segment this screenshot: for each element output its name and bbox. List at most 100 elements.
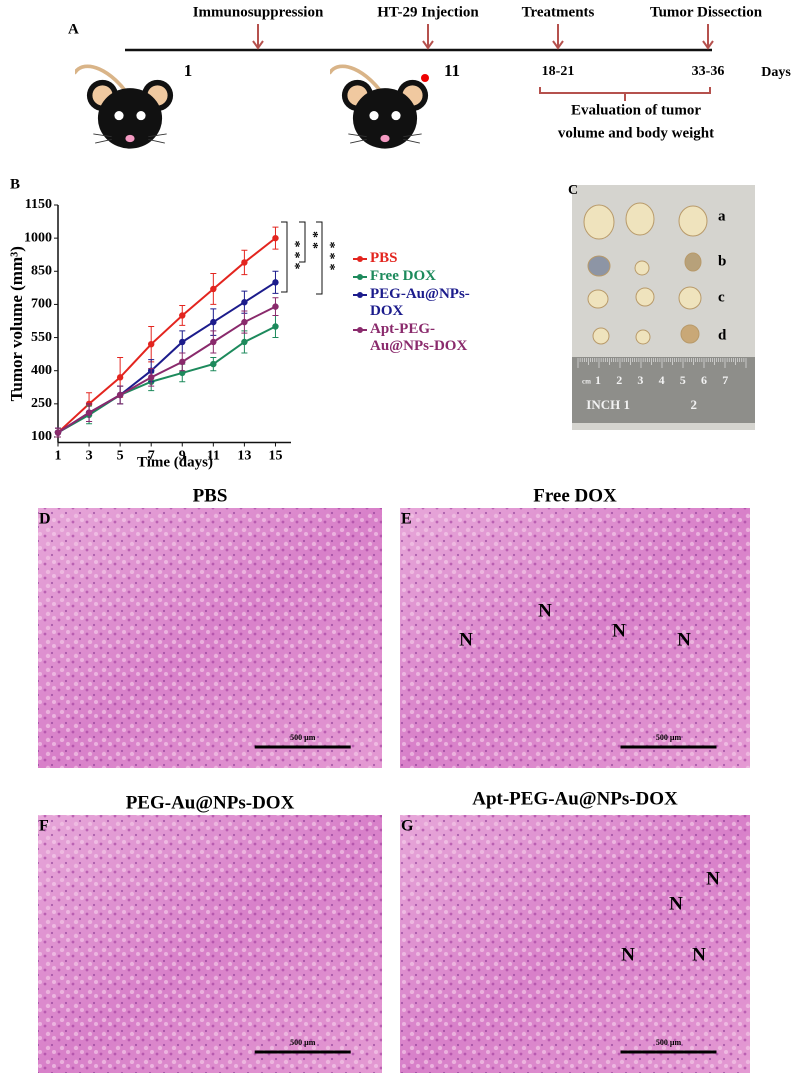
significance-label: *** (287, 241, 302, 274)
data-point (210, 360, 217, 368)
legend-entry: PBS (352, 250, 498, 267)
panel-letter: C (568, 183, 578, 198)
y-tick-label: 850 (31, 263, 52, 278)
scale-bar-label: 500 µm (656, 1038, 682, 1047)
ruler-unit: cm (582, 378, 591, 386)
panel-title: PBS (193, 485, 228, 506)
ruler-number: 4 (659, 373, 665, 387)
necrosis-label: N (669, 893, 683, 914)
data-point (85, 409, 93, 416)
legend-label: Free DOX (370, 268, 436, 284)
days-label: Days (761, 65, 791, 80)
legend-marker (353, 327, 367, 333)
day-label: 11 (444, 61, 460, 80)
legend: PBS Free DOX PEG-Au@NPs-DOX Apt-PEG-Au@NPs-… (352, 250, 498, 356)
row-label: d (718, 327, 727, 343)
data-point (116, 374, 124, 381)
data-point (272, 303, 279, 310)
panel-letter: F (39, 818, 49, 835)
series-line (57, 305, 276, 434)
data-point (148, 340, 155, 348)
evaluation-text: Evaluation of tumor (571, 102, 701, 118)
data-point (148, 374, 155, 381)
legend-entry: Apt-PEG-Au@NPs-DOX (352, 321, 498, 355)
significance-bracket (316, 221, 323, 295)
ruler-number: 1 (595, 373, 601, 387)
series-line (57, 325, 276, 434)
mouse-icon (330, 64, 431, 151)
legend-label: PEG-Au@NPs-DOX (370, 286, 470, 319)
evaluation-text: volume and body weight (558, 125, 714, 141)
scale-bar-label: 500 µm (290, 1038, 316, 1047)
data-point (241, 259, 248, 266)
y-tick-label: 1150 (25, 197, 52, 212)
x-tick-label: 7 (148, 449, 155, 464)
y-axis-label: Tumor volume (mm³) (7, 246, 26, 401)
panel-letter: B (10, 176, 20, 192)
necrosis-label: N (706, 868, 720, 889)
micrograph-texture (400, 508, 750, 768)
x-tick-label: 1 (55, 449, 62, 464)
y-tick-label: 400 (31, 363, 52, 378)
day-label: 33-36 (692, 64, 725, 79)
data-point (210, 285, 217, 293)
series-line (57, 237, 277, 434)
mouse-icon (75, 64, 176, 151)
y-tick-label: 700 (31, 297, 52, 312)
data-point (272, 234, 279, 242)
data-point (210, 318, 217, 326)
panel-letter: D (39, 511, 51, 528)
micrograph-texture (38, 508, 382, 768)
significance-label: ** (305, 231, 320, 253)
event-label: Immunosuppression (193, 4, 324, 20)
ruler-number: 2 (616, 373, 622, 387)
event-arrow (702, 24, 714, 50)
tumors (583, 202, 708, 345)
x-axis-label: Time (days) (137, 454, 213, 470)
x-tick-label: 11 (207, 449, 220, 464)
data-point (179, 312, 186, 319)
legend-label: PBS (370, 250, 398, 266)
panel-a: A (68, 21, 712, 151)
micrograph-texture (400, 815, 750, 1073)
ruler-number: 6 (701, 373, 707, 387)
panel-letter: A (68, 21, 79, 37)
scale-bar-label: 500 µm (290, 733, 316, 742)
necrosis-label: N (538, 600, 552, 621)
x-tick-label: 9 (179, 449, 186, 464)
legend-marker (353, 274, 367, 280)
y-tick-label: 100 (31, 429, 52, 444)
event-label: Tumor Dissection (650, 4, 763, 20)
row-label: b (718, 253, 726, 269)
ruler-inch: 2 (691, 397, 698, 412)
x-tick-label: 3 (86, 449, 93, 464)
data-point (241, 338, 248, 346)
day-label: 18-21 (542, 64, 575, 79)
data-point (241, 299, 248, 306)
significance-bracket (281, 221, 288, 293)
data-point (179, 358, 186, 366)
y-tick-label: 1000 (24, 230, 52, 245)
ruler (572, 357, 755, 423)
panel-title: PEG-Au@NPs-DOX (126, 792, 295, 813)
legend-entry: PEG-Au@NPs-DOX (352, 286, 498, 320)
necrosis-label: N (677, 629, 691, 650)
event-label: Treatments (522, 4, 595, 20)
scale-bar-label: 500 µm (656, 733, 682, 742)
data-point (210, 338, 217, 346)
y-tick-label: 550 (31, 330, 52, 345)
data-point (116, 391, 124, 399)
legend-marker (353, 292, 367, 298)
legend-marker (353, 256, 367, 262)
panel-c (572, 185, 755, 430)
panel-letter: E (401, 511, 412, 528)
data-point (179, 338, 186, 346)
data-point (54, 429, 62, 436)
data-point (272, 323, 279, 330)
event-label: HT-29 Injection (377, 4, 479, 20)
necrosis-label: N (612, 620, 626, 641)
x-tick-label: 15 (268, 449, 282, 464)
panel-letter: G (401, 818, 414, 835)
